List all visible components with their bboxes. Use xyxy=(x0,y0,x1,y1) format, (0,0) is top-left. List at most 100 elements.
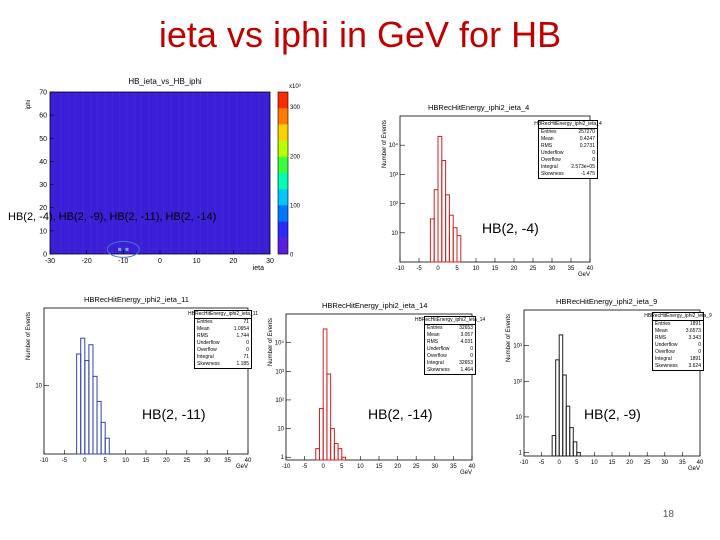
stat-box-row: Underflow 0 xyxy=(195,340,251,347)
heatmap-hot-cell-1 xyxy=(125,247,129,251)
hist-label-p2: HB(2, -11) xyxy=(142,406,206,422)
stat-box-p3: HBRecHitEnergy_iphi2_ieta_14 Entries 32653… xyxy=(415,316,485,375)
stat-value: 0 xyxy=(592,150,595,156)
hist-ylabel: Number of Events xyxy=(382,120,388,168)
hist-xtick-label: 35 xyxy=(568,266,575,272)
hist-xtick-label: 25 xyxy=(644,460,651,466)
stat-name: Integral xyxy=(427,360,444,366)
stat-box-row: Entries 257270 xyxy=(539,129,597,136)
hist-title: HBRecHitEnergy_iphi2_ieta_9 xyxy=(556,297,657,306)
stat-value: 32653 xyxy=(459,360,473,366)
hist-bar-6 xyxy=(572,441,578,457)
stat-name: Entries xyxy=(655,321,671,327)
stat-name: Mean xyxy=(655,328,668,334)
stat-value: 1.744 xyxy=(236,333,249,339)
hist-title: HBRecHitEnergy_iphi2_ieta_11 xyxy=(84,295,189,304)
stat-name: Mean xyxy=(197,326,210,332)
stat-value: 1891 xyxy=(689,356,701,362)
colorbar-segment xyxy=(278,124,288,141)
stat-name: Mean xyxy=(541,136,554,142)
stat-value: 0 xyxy=(470,353,473,359)
colorbar-segment xyxy=(278,189,288,206)
hist-ytick-label: 10⁴ xyxy=(275,340,285,347)
stat-box-row: Skewness 1.464 xyxy=(425,367,475,374)
stat-name: Underflow xyxy=(655,342,678,348)
hist-panel-p3: HBRecHitEnergy_iphi2_ieta_14 -10 -5 0 5 10 15 2… xyxy=(256,300,485,478)
heatmap-ytick-label: 10 xyxy=(39,228,47,235)
hist-xtick-label: 40 xyxy=(469,464,476,470)
stat-box-row: Overflow 0 xyxy=(539,157,597,164)
colorbar-tick-label: 0 xyxy=(290,253,294,259)
stat-name: Integral xyxy=(655,356,672,362)
hist-ylabel: Number of Events xyxy=(506,314,512,362)
hist-ytick-label: 10⁴ xyxy=(389,142,399,149)
stat-value: 2.573e+05 xyxy=(571,164,595,170)
stat-value: 1.0954 xyxy=(233,326,249,332)
hist-ytick-label: 10³ xyxy=(513,344,522,350)
hist-ytick-label: 1 xyxy=(281,455,285,461)
hist-label-p4: HB(2, -9) xyxy=(584,406,641,422)
hist-xtick-label: 15 xyxy=(143,458,150,464)
stat-value: 1.464 xyxy=(460,367,473,373)
hist-xtick-label: -10 xyxy=(396,266,405,272)
stat-value: 0 xyxy=(698,349,701,355)
colorbar-frame xyxy=(277,91,289,255)
colorbar-tick-label: 300 xyxy=(290,105,301,111)
heatmap-panel: HB_ieta_vs_HB_iphi -30 -20 -10 0 10 20 30 ieta 0 1… xyxy=(20,72,310,282)
hist-bar-3 xyxy=(326,373,332,461)
heatmap-ytick-label: 70 xyxy=(39,90,47,97)
heatmap-xlabel: ieta xyxy=(253,265,264,272)
stat-name: Entries xyxy=(427,325,443,331)
heatmap-ytick-label: 40 xyxy=(39,159,47,166)
heatmap-plot-area xyxy=(49,91,271,255)
hist-ytick-label: 10² xyxy=(513,379,522,385)
heatmap-hot-cell-0 xyxy=(118,247,122,251)
hist-xtick-label: 40 xyxy=(697,460,704,466)
stat-value: 0 xyxy=(592,157,595,163)
hist-xtick-label: 30 xyxy=(204,458,211,464)
stat-name: RMS xyxy=(655,335,667,341)
hist-xtick-label: 30 xyxy=(431,464,438,470)
hist-xtick-label: 40 xyxy=(245,458,252,464)
hist-xtick-label: 5 xyxy=(104,458,108,464)
stat-box-row: Entries 1891 xyxy=(653,321,703,328)
hist-xtick-label: 35 xyxy=(679,460,686,466)
slide-title: ieta vs iphi in GeV for HB xyxy=(158,14,562,55)
stat-box-p4: HBRecHitEnergy_iphi2_ieta_9 Entries 1891 Me… xyxy=(644,312,712,371)
stat-box-row: Entries 32653 xyxy=(425,325,475,332)
hist-xtick-label: 0 xyxy=(322,464,326,470)
stat-box-row: RMS 0.2731 xyxy=(539,143,597,150)
hist-xtick-label: 0 xyxy=(558,460,562,466)
colorbar-segment xyxy=(278,108,288,125)
stat-name: Overflow xyxy=(427,353,447,359)
hist-bar-7 xyxy=(456,235,462,263)
hist-xlabel: GeV xyxy=(688,466,700,472)
stat-box-row: Skewness 3.624 xyxy=(653,363,703,370)
stat-box-row: Skewness -1.475 xyxy=(539,171,597,178)
colorbar-tick-label: 100 xyxy=(290,203,301,209)
heatmap-ytick-label: 0 xyxy=(43,252,47,259)
hist-ytick-label: 10 xyxy=(515,415,522,421)
colorbar-segment xyxy=(278,173,288,190)
stat-value: 0 xyxy=(698,342,701,348)
stat-value: 32653 xyxy=(459,325,473,331)
stat-box-row: Entries 71 xyxy=(195,319,251,326)
hist-ytick-label: 10³ xyxy=(389,172,398,178)
stat-box-row: Overflow 0 xyxy=(425,353,475,360)
stat-box-row: Integral 2.573e+05 xyxy=(539,164,597,171)
stat-box-row: Mean 1.0954 xyxy=(195,326,251,333)
stat-box-header: HBRecHitEnergy_iphi2_ieta_4 xyxy=(534,121,602,129)
stat-box-row: RMS 1.744 xyxy=(195,333,251,340)
stat-name: Underflow xyxy=(427,346,450,352)
stat-box-row: Underflow 0 xyxy=(425,346,475,353)
heatmap-highlight-circle xyxy=(106,240,140,258)
hist-xtick-label: 35 xyxy=(224,458,231,464)
stat-value: 71 xyxy=(243,319,249,325)
hist-xtick-label: 5 xyxy=(575,460,579,466)
hist-xtick-label: 0 xyxy=(436,266,440,272)
stat-name: Overflow xyxy=(197,347,217,353)
stat-box-header: HBRecHitEnergy_iphi2_ieta_11 xyxy=(188,311,258,319)
heatmap-ytick-label: 20 xyxy=(39,205,47,212)
hist-xtick-label: 25 xyxy=(183,458,190,464)
stat-value: 3.343 xyxy=(688,335,701,341)
